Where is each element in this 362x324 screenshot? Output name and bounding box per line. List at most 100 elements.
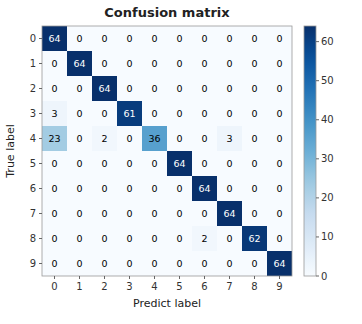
cell-label: 3 <box>226 133 232 144</box>
cell <box>92 101 117 126</box>
cell-label: 0 <box>101 108 107 119</box>
colorbar: 0102030405060 <box>304 26 334 282</box>
y-tick-label: 6 <box>30 183 36 194</box>
cell-label: 0 <box>151 233 157 244</box>
cell-label: 0 <box>76 33 82 44</box>
cell <box>217 226 242 251</box>
colorbar-tick <box>316 236 319 237</box>
x-tick <box>104 276 105 279</box>
cell <box>192 251 217 276</box>
cell-label: 0 <box>276 158 282 169</box>
cell-label: 0 <box>101 183 107 194</box>
cell <box>192 51 217 76</box>
y-tick <box>39 63 42 64</box>
cell <box>67 126 92 151</box>
cell <box>42 251 67 276</box>
cell <box>142 51 167 76</box>
cell <box>117 176 142 201</box>
cell-label: 0 <box>251 33 257 44</box>
colorbar-tick-label: 20 <box>321 192 334 203</box>
cell <box>242 151 267 176</box>
cell-label: 0 <box>151 83 157 94</box>
cell <box>92 26 117 51</box>
cell-label: 0 <box>201 208 207 219</box>
cell <box>217 251 242 276</box>
cell <box>67 176 92 201</box>
cell <box>67 251 92 276</box>
colorbar-scale <box>304 26 316 276</box>
y-tick <box>39 113 42 114</box>
cell-label: 0 <box>251 83 257 94</box>
cell <box>242 101 267 126</box>
cell-label: 0 <box>201 133 207 144</box>
cell-label: 64 <box>173 158 185 169</box>
cell <box>67 76 92 101</box>
cell <box>167 151 192 176</box>
cell <box>167 101 192 126</box>
cell <box>242 26 267 51</box>
x-tick <box>54 276 55 279</box>
cell <box>192 151 217 176</box>
cell <box>142 76 167 101</box>
y-tick-label: 3 <box>30 108 36 119</box>
cell <box>117 226 142 251</box>
cell-label: 0 <box>126 58 132 69</box>
cell-label: 0 <box>226 233 232 244</box>
colorbar-tick-label: 50 <box>321 75 334 86</box>
cell <box>167 26 192 51</box>
cell-label: 0 <box>76 258 82 269</box>
x-tick-label: 9 <box>276 281 282 292</box>
cell <box>267 151 292 176</box>
colorbar-tick <box>316 80 319 81</box>
x-tick <box>79 276 80 279</box>
cell-label: 0 <box>276 183 282 194</box>
cell-label: 61 <box>123 108 135 119</box>
x-tick-label: 5 <box>176 281 182 292</box>
y-tick-label: 5 <box>30 158 36 169</box>
cell <box>117 101 142 126</box>
cell <box>117 76 142 101</box>
cell <box>117 151 142 176</box>
y-tick <box>39 238 42 239</box>
x-tick-label: 4 <box>151 281 157 292</box>
cell <box>267 51 292 76</box>
cell <box>267 26 292 51</box>
cell-label: 0 <box>176 258 182 269</box>
cell-label: 2 <box>101 133 107 144</box>
cell-label: 0 <box>76 133 82 144</box>
cell-label: 0 <box>51 208 57 219</box>
cell <box>267 126 292 151</box>
cell-label: 0 <box>101 33 107 44</box>
cell-label: 0 <box>126 83 132 94</box>
colorbar-tick <box>316 197 319 198</box>
cell <box>267 251 292 276</box>
cell <box>92 176 117 201</box>
cell-label: 0 <box>176 58 182 69</box>
cells <box>42 26 292 276</box>
cell <box>242 176 267 201</box>
y-tick-label: 9 <box>30 258 36 269</box>
x-tick <box>254 276 255 279</box>
cell-label: 0 <box>251 183 257 194</box>
cell-label: 2 <box>201 233 207 244</box>
cell <box>117 251 142 276</box>
cell-label: 0 <box>226 183 232 194</box>
x-tick <box>129 276 130 279</box>
cell <box>142 126 167 151</box>
x-tick <box>204 276 205 279</box>
cell-label: 0 <box>76 233 82 244</box>
y-tick-label: 1 <box>30 58 36 69</box>
cell-label: 0 <box>276 83 282 94</box>
cell <box>242 126 267 151</box>
cell <box>242 251 267 276</box>
cell-label: 64 <box>198 183 210 194</box>
cell-label: 0 <box>76 208 82 219</box>
cell-label: 0 <box>126 183 132 194</box>
cell-label: 0 <box>101 258 107 269</box>
cell-label: 0 <box>226 108 232 119</box>
cell <box>67 101 92 126</box>
cell-label: 0 <box>176 233 182 244</box>
y-tick-label: 7 <box>30 208 36 219</box>
cell <box>267 101 292 126</box>
cell-label: 64 <box>73 58 85 69</box>
